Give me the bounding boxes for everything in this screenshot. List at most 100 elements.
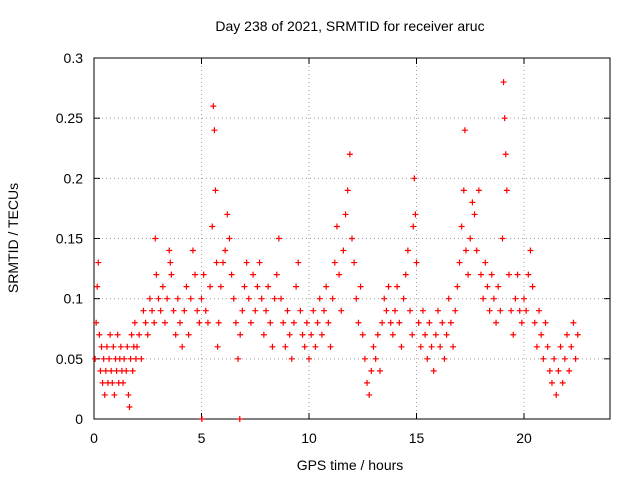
data-point [269,343,276,350]
data-point [183,283,190,290]
data-point [527,247,534,254]
data-point [243,259,250,266]
data-point [217,283,224,290]
data-point [179,343,186,350]
data-point [521,295,527,302]
data-point [258,295,265,302]
data-point [490,295,497,302]
data-point [293,283,300,290]
data-point [210,103,217,110]
data-point [222,247,229,254]
data-point [381,295,388,302]
data-point [338,307,345,314]
data-point [161,319,168,326]
data-point [237,331,244,338]
data-point [108,367,115,374]
data-point [500,79,507,86]
data-point [284,307,291,314]
data-point [540,355,547,362]
data-point [480,295,487,302]
data-point [123,367,130,374]
data-point [359,331,366,338]
data-point [398,343,405,350]
data-point [196,319,203,326]
x-tick-label: 5 [198,430,206,446]
data-point [226,235,233,242]
data-point [389,331,396,338]
data-point [99,379,106,386]
data-point [439,319,446,326]
data-point [422,331,429,338]
data-point [101,391,108,398]
data-point [144,331,151,338]
data-point [228,271,235,278]
data-point [458,223,465,230]
data-point [525,271,532,278]
data-point [92,355,99,362]
data-point [503,187,510,194]
data-point [301,343,308,350]
data-point [167,259,174,266]
data-point [235,355,242,362]
data-point [353,295,360,302]
data-point [295,259,302,266]
data-point [177,319,183,326]
data-point [241,283,248,290]
data-point [551,355,558,362]
data-point [409,331,416,338]
y-tick-label: 0.3 [64,50,84,66]
data-point [368,367,375,374]
data-point [124,343,131,350]
data-point [379,319,386,326]
data-point [475,187,482,194]
data-point [282,343,289,350]
chart-title: Day 238 of 2021, SRMTID for receiver aru… [215,18,484,34]
data-point [548,379,555,386]
data-point [564,331,570,338]
data-point [488,271,495,278]
data-point [383,307,390,314]
data-point [159,283,166,290]
data-point [312,343,319,350]
data-point [452,307,459,314]
data-point [344,187,351,194]
data-point [415,319,422,326]
data-point [286,331,293,338]
data-point [245,295,252,302]
data-point [419,307,426,314]
data-point [140,307,147,314]
data-point [568,343,575,350]
data-point [471,211,478,218]
x-tick-label: 20 [516,430,532,446]
data-point [443,331,450,338]
data-point [510,331,517,338]
data-point [103,343,110,350]
data-point [454,283,461,290]
data-point [531,319,538,326]
data-point [213,259,220,266]
data-point [106,355,113,362]
data-point [462,247,469,254]
data-point [111,391,118,398]
data-point [461,127,468,134]
data-point [214,343,221,350]
data-point [413,259,420,266]
data-point [209,223,216,230]
data-point [361,355,368,362]
data-point [318,331,325,338]
data-point [333,223,340,230]
data-point [441,355,448,362]
y-tick-label: 0.2 [64,170,84,186]
data-point [447,319,454,326]
data-point [113,367,120,374]
data-point [131,319,138,326]
data-point [198,416,205,422]
data-point [428,343,435,350]
data-point [107,331,114,338]
data-point [280,319,287,326]
data-point [164,295,171,302]
data-point [410,223,417,230]
data-point [437,343,444,350]
data-point [212,187,219,194]
